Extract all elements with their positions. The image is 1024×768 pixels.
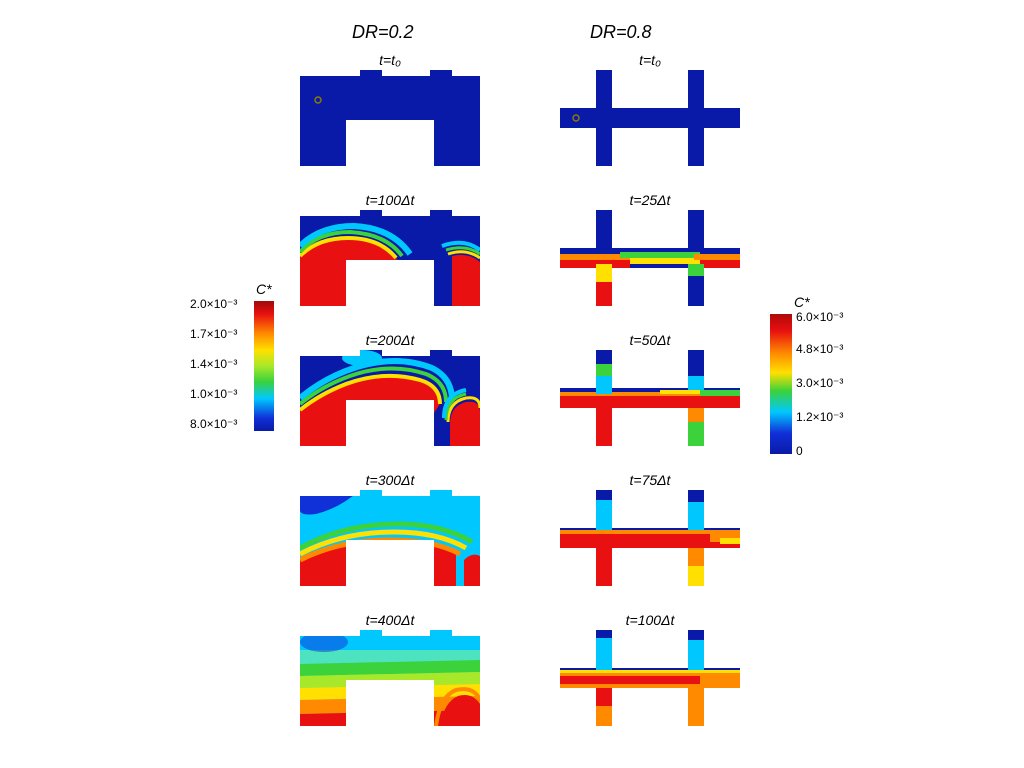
panel-label-left-3: t=300Δt xyxy=(300,472,480,488)
colorbar-left-tick: 1.0×10⁻³ xyxy=(190,387,237,401)
panel-label-left-0: t=t₀ xyxy=(300,52,480,68)
sim-panel-left-0 xyxy=(300,70,480,171)
colorbar-right-tick: 4.8×10⁻³ xyxy=(796,342,843,356)
colorbar-left-tick: 2.0×10⁻³ xyxy=(190,297,237,311)
sim-panel-right-1 xyxy=(560,210,740,311)
sim-panel-left-3 xyxy=(300,490,480,591)
colorbar-left-title: C* xyxy=(256,281,272,297)
colorbar-left-tick: 8.0×10⁻³ xyxy=(190,417,237,431)
panel-label-right-3: t=75Δt xyxy=(560,472,740,488)
colorbar-right-title: C* xyxy=(794,294,810,310)
sim-panel-right-2 xyxy=(560,350,740,451)
sim-panel-right-3 xyxy=(560,490,740,591)
column-header-left: DR=0.2 xyxy=(352,22,414,43)
panel-label-right-2: t=50Δt xyxy=(560,332,740,348)
sim-panel-right-4 xyxy=(560,630,740,731)
colorbar-right-tick: 6.0×10⁻³ xyxy=(796,310,843,324)
sim-panel-left-2 xyxy=(300,350,480,451)
panel-label-left-4: t=400Δt xyxy=(300,612,480,628)
panel-label-left-2: t=200Δt xyxy=(300,332,480,348)
colorbar-right-tick: 1.2×10⁻³ xyxy=(796,410,843,424)
panel-label-right-1: t=25Δt xyxy=(560,192,740,208)
panel-label-left-1: t=100Δt xyxy=(300,192,480,208)
panel-label-right-4: t=100Δt xyxy=(560,612,740,628)
column-header-right: DR=0.8 xyxy=(590,22,652,43)
sim-panel-left-4 xyxy=(300,630,480,731)
sim-panel-left-1 xyxy=(300,210,480,311)
colorbar-left-tick: 1.7×10⁻³ xyxy=(190,327,237,341)
panel-label-right-0: t=t₀ xyxy=(560,52,740,68)
colorbar-left-tick: 1.4×10⁻³ xyxy=(190,357,237,371)
colorbar-right-tick: 3.0×10⁻³ xyxy=(796,376,843,390)
colorbar-right-tick: 0 xyxy=(796,444,803,458)
sim-panel-right-0 xyxy=(560,70,740,171)
